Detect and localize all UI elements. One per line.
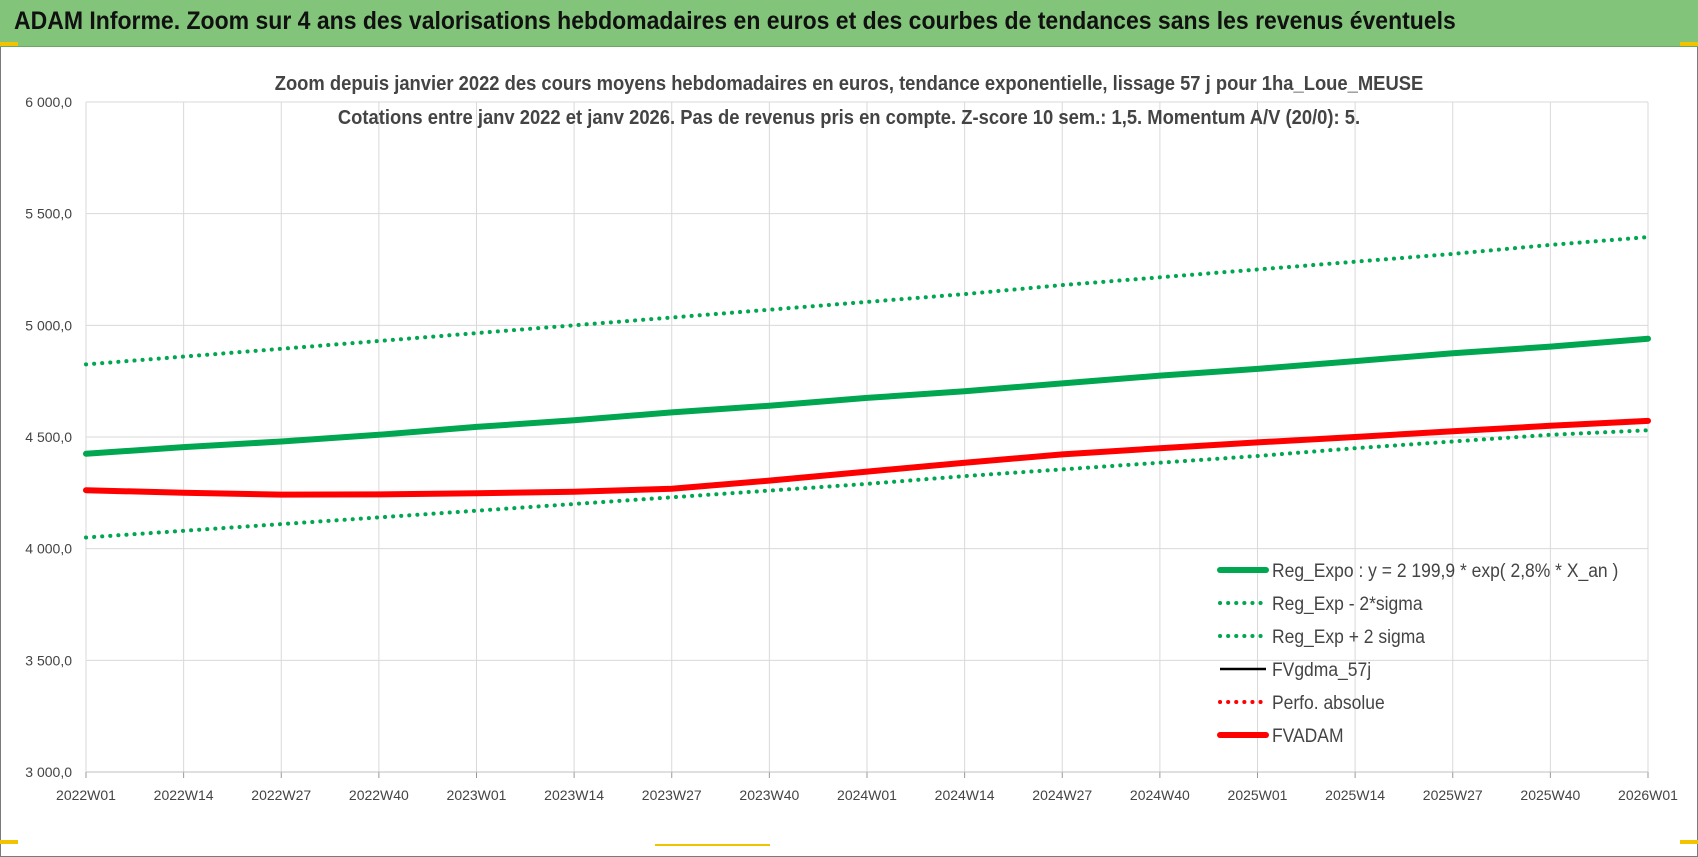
y-tick-label: 3 500,0 [25,652,72,668]
banner-title: ADAM Informe. Zoom sur 4 ans des valoris… [14,7,1456,35]
x-tick-label: 2023W27 [642,787,702,803]
series-line-0 [83,335,1651,457]
bottom-marker [655,844,770,846]
legend-label: Reg_Expo : y = 2 199,9 * exp( 2,8% * X_a… [1272,559,1618,582]
x-tick-label: 2026W01 [1618,787,1678,803]
x-tick-label: 2022W01 [56,787,116,803]
chart-subtitle: Cotations entre janv 2022 et janv 2026. … [338,107,1360,129]
x-tick-label: 2024W40 [1130,787,1190,803]
x-tick-label: 2024W01 [837,787,897,803]
x-tick-label: 2025W40 [1520,787,1580,803]
legend-label: Perfo. absolue [1272,691,1385,713]
y-tick-label: 5 000,0 [25,317,72,333]
legend-label: FVADAM [1272,724,1344,746]
y-tick-label: 3 000,0 [25,764,72,780]
corner-marker [1680,840,1698,844]
corner-marker [0,42,18,46]
x-tick-label: 2025W14 [1325,787,1385,803]
x-tick-label: 2022W40 [349,787,409,803]
y-tick-label: 4 000,0 [25,541,72,557]
legend-label: Reg_Exp - 2*sigma [1272,592,1423,615]
series-line-5 [83,417,1651,498]
series-line-1 [84,428,1650,540]
x-tick-label: 2023W01 [447,787,507,803]
legend: Reg_Expo : y = 2 199,9 * exp( 2,8% * X_a… [1217,559,1618,746]
x-tick-label: 2022W14 [154,787,214,803]
y-tick-label: 6 000,0 [25,94,72,110]
series-layer [83,235,1651,540]
x-tick-label: 2025W01 [1228,787,1288,803]
legend-label: FVgdma_57j [1272,658,1371,681]
y-axis: 3 000,0 3 500,0 4 000,0 4 500,0 5 000,0 5 500… [25,94,72,780]
series-line-2 [84,235,1650,367]
y-tick-label: 5 500,0 [25,206,72,222]
x-tick-label: 2023W40 [739,787,799,803]
corner-marker [0,840,18,844]
y-tick-label: 4 500,0 [25,429,72,445]
chart-title: Zoom depuis janvier 2022 des cours moyen… [275,73,1424,95]
x-tick-label: 2024W27 [1032,787,1092,803]
legend-label: Reg_Exp + 2 sigma [1272,625,1426,648]
x-axis: 2022W01 2022W14 2022W27 2022W40 2023W01 2023W… [56,771,1678,803]
x-tick-label: 2025W27 [1423,787,1483,803]
report-banner: ADAM Informe. Zoom sur 4 ans des valoris… [0,0,1698,47]
corner-marker [1680,42,1698,46]
x-tick-label: 2022W27 [251,787,311,803]
x-tick-label: 2024W14 [935,787,995,803]
x-tick-label: 2023W14 [544,787,604,803]
